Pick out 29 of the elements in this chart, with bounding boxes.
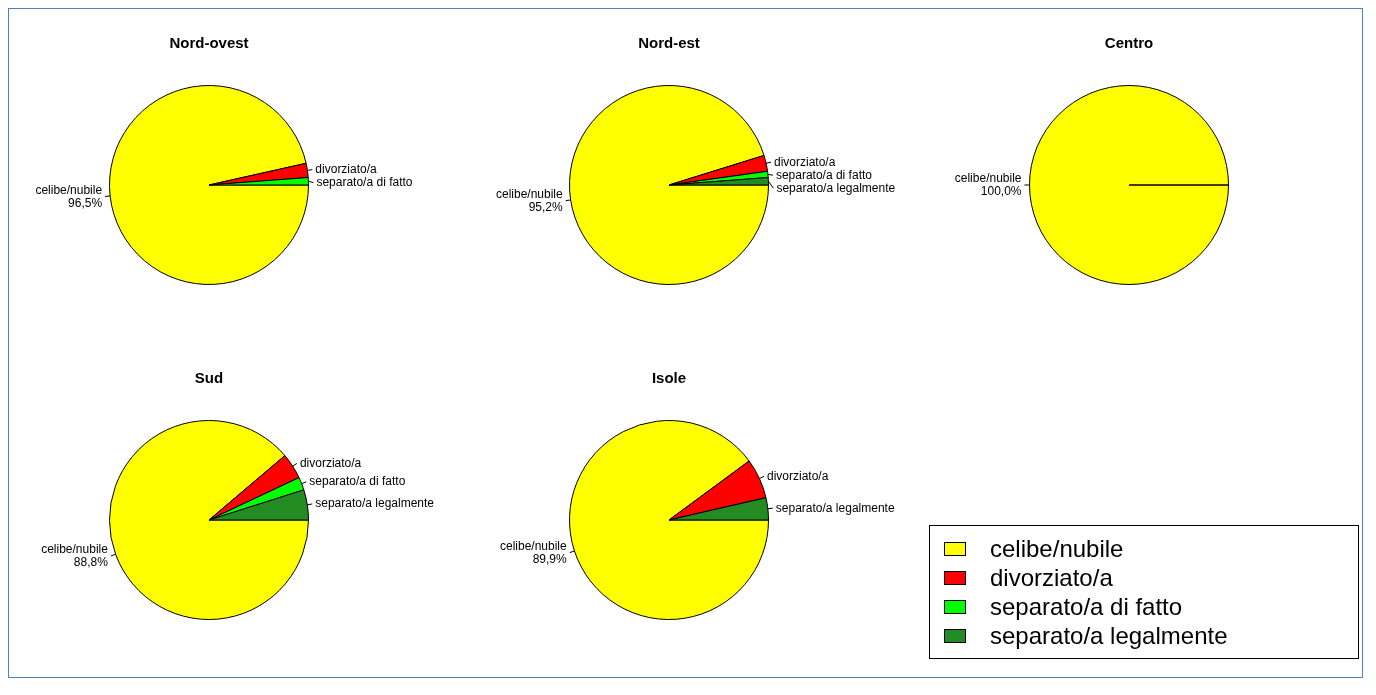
slice-label: divorziato/a <box>773 154 836 169</box>
slice-label: separato/a di fatto <box>316 174 413 189</box>
slice-label: separato/a di fatto <box>309 474 406 489</box>
slice-label: divorziato/a <box>299 455 362 470</box>
slice-label: divorziato/a <box>766 468 829 483</box>
legend-label: separato/a di fatto <box>990 592 1183 621</box>
data-label: 88,8% <box>73 555 109 570</box>
legend-label: separato/a legalmente <box>990 621 1228 650</box>
slice-label: separato/a legalmente <box>775 500 895 515</box>
chart-title: Nord-ovest <box>169 34 249 52</box>
slice-label: divorziato/a <box>315 161 378 176</box>
data-label: 89,9% <box>532 551 568 566</box>
slice-label: celibe/nubile <box>41 542 109 557</box>
slice-label: separato/a di fatto <box>775 167 873 182</box>
chart-title: Sud <box>194 369 224 387</box>
slice-label: separato/a legalmente <box>315 496 435 511</box>
chart-title: Centro <box>1104 34 1154 52</box>
chart-title: Isole <box>651 369 687 387</box>
chart-title: Nord-est <box>638 34 700 52</box>
slice-label: celibe/nubile <box>500 538 568 553</box>
slice-label: separato/a legalmente <box>776 180 896 195</box>
slice-label: celibe/nubile <box>495 187 564 202</box>
data-label: 100,0% <box>980 184 1022 199</box>
data-label: 96,5% <box>68 195 103 210</box>
legend-label: celibe/nubile <box>990 534 1124 563</box>
legend-label: divorziato/a <box>990 563 1113 592</box>
slice-label: celibe/nubile <box>35 182 103 197</box>
data-label: 95,2% <box>528 200 564 215</box>
slice-label: celibe/nubile <box>954 171 1022 186</box>
